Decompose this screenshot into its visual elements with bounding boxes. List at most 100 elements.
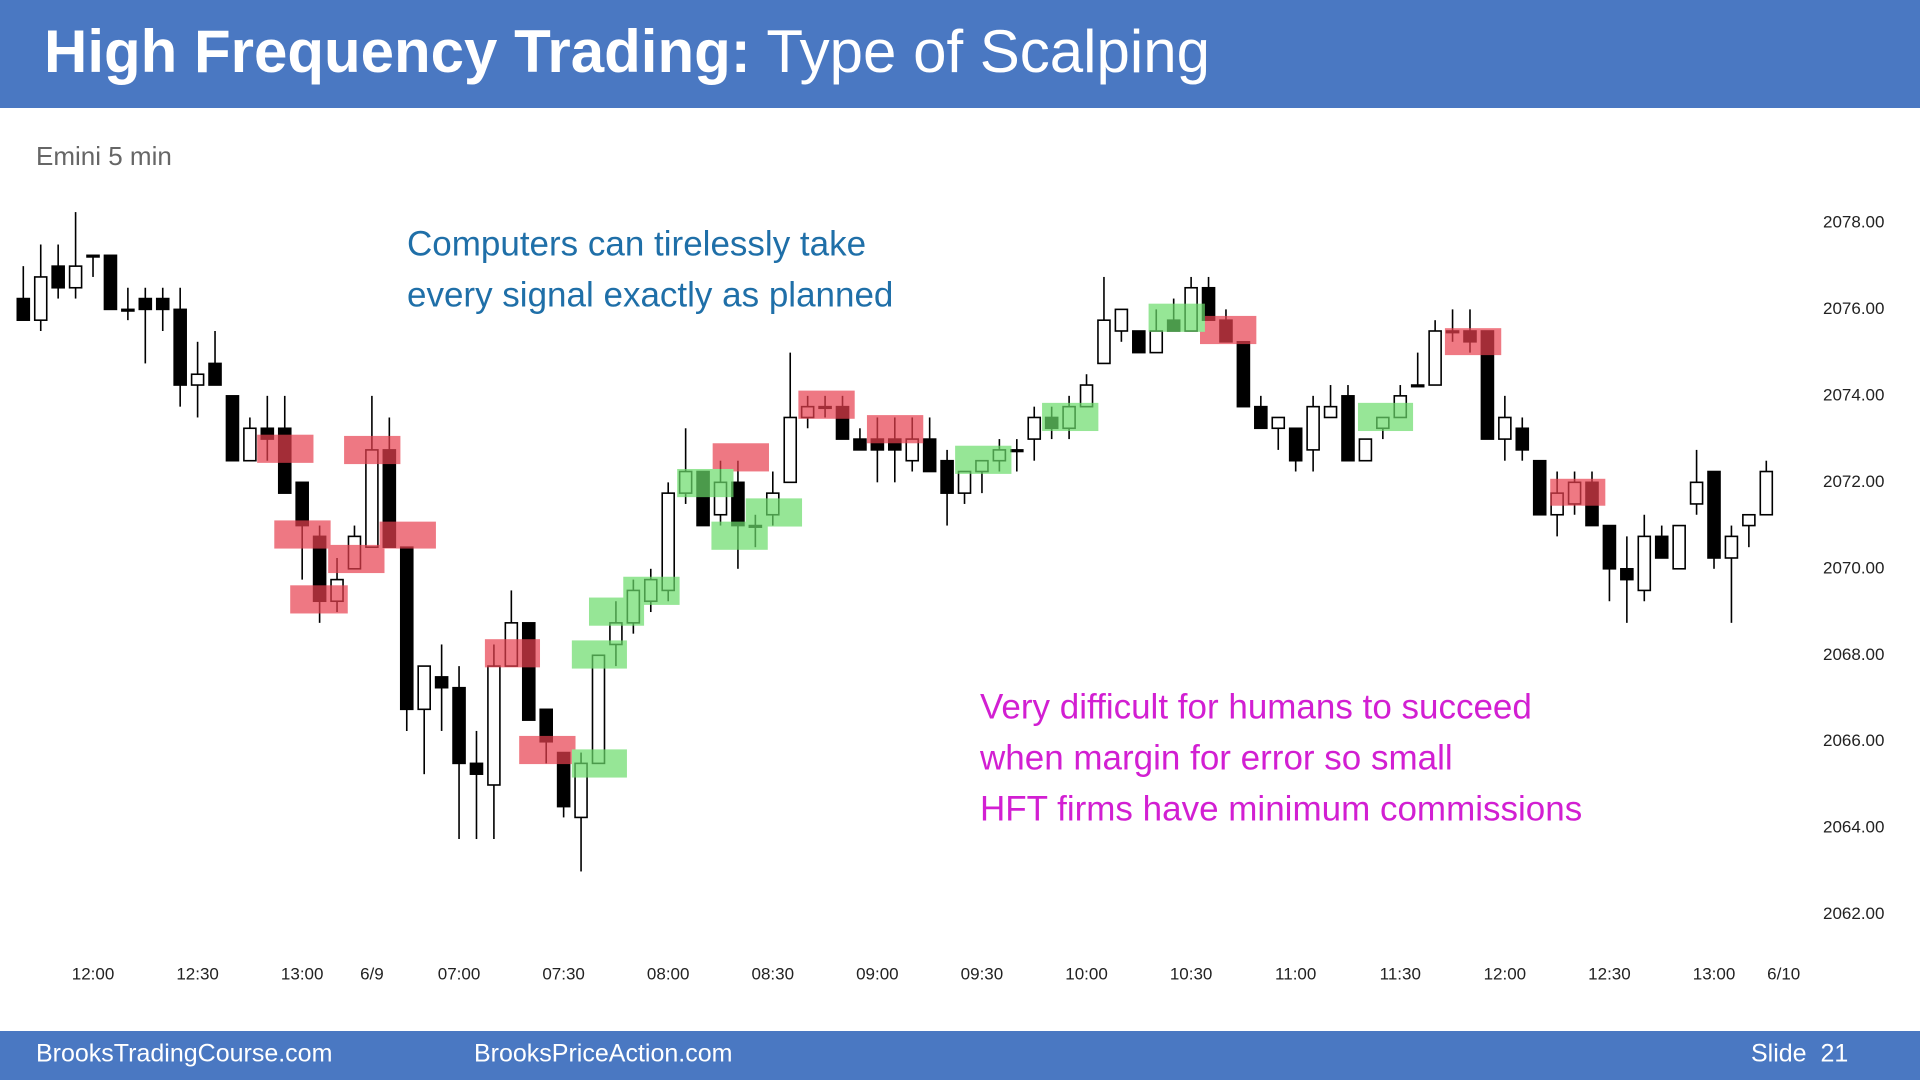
y-tick-label: 2072.00 [1823, 472, 1884, 491]
candle-body [121, 308, 135, 312]
title-bold: High Frequency Trading: [44, 18, 751, 85]
y-tick-label: 2066.00 [1823, 731, 1884, 750]
candle-body [138, 297, 153, 311]
highlight [1200, 315, 1257, 345]
candle-body [1306, 405, 1320, 451]
candle-body [86, 254, 100, 258]
candle-body [1742, 513, 1756, 527]
highlight [1550, 478, 1606, 506]
candle-body [1358, 438, 1373, 462]
highlight [866, 415, 924, 444]
candle-body [853, 438, 867, 451]
annotation-line: HFT firms have minimum commissions [980, 789, 1582, 828]
footer-band [0, 1031, 1920, 1080]
candle-body [1672, 524, 1686, 570]
candle-body [434, 676, 449, 689]
annotation-bottom: Very difficult for humans to succeed when… [979, 687, 1582, 828]
y-tick-label: 2070.00 [1823, 558, 1884, 577]
candle-body [469, 762, 484, 775]
candle-body [103, 254, 118, 311]
x-tick-label: 13:00 [1693, 964, 1736, 983]
candle-body [1759, 470, 1774, 516]
candle-body [1602, 524, 1617, 570]
candle-body [591, 654, 606, 765]
candle-body [1114, 308, 1129, 332]
candle-body [33, 276, 48, 321]
candle-body [1654, 535, 1669, 559]
highlight [1357, 402, 1414, 432]
candle-body [190, 373, 205, 386]
x-tick-label: 09:30 [961, 964, 1004, 983]
highlight [484, 639, 541, 668]
candle-body [783, 416, 798, 484]
candle-body [957, 470, 972, 494]
header-band [0, 0, 1920, 108]
highlight [1042, 402, 1099, 432]
candle-body [1689, 481, 1704, 505]
candle-body [51, 265, 65, 289]
x-tick-label: 07:00 [438, 964, 481, 983]
candle-body [1620, 567, 1634, 581]
annotation-line: Computers can tirelessly take [407, 224, 866, 263]
candle-body [1254, 405, 1268, 430]
candle-body [521, 622, 536, 721]
title-rest: Type of Scalping [766, 18, 1210, 85]
candle-body [1637, 535, 1652, 592]
highlight [712, 443, 769, 472]
candle-body [1498, 416, 1512, 440]
candle-body [1010, 449, 1024, 453]
candle-body [243, 427, 257, 462]
highlight [798, 390, 855, 419]
candle-body [1027, 416, 1042, 440]
highlight [955, 445, 1012, 474]
candle-body [173, 308, 187, 386]
y-tick-label: 2062.00 [1823, 904, 1884, 923]
footer-left: BrooksTradingCourse.com [36, 1040, 332, 1068]
x-tick-label: 12:00 [1484, 964, 1527, 983]
candle-body [940, 459, 954, 494]
candle-body [1428, 330, 1442, 386]
candle-body [16, 297, 31, 321]
y-tick-label: 2076.00 [1823, 299, 1884, 318]
candle-body [731, 481, 745, 527]
candle-body [452, 686, 466, 765]
chart-subtitle: Emini 5 min [36, 141, 172, 171]
candle-body [208, 362, 222, 386]
candle-body [1532, 459, 1547, 516]
candle-body [1271, 416, 1286, 430]
x-tick-label: 08:00 [647, 964, 690, 983]
sell-highlights [257, 315, 1606, 765]
annotation-line: every signal exactly as planned [407, 275, 893, 314]
candle-body [487, 665, 501, 786]
x-tick-label: 13:00 [281, 964, 324, 983]
buy-highlights [571, 303, 1414, 778]
candle-body [1132, 330, 1146, 354]
candle-body [1097, 319, 1111, 365]
candle-body [417, 665, 431, 711]
annotation-top: Computers can tirelessly take every signa… [407, 224, 893, 314]
candle-body [365, 449, 379, 548]
x-tick-label: 10:30 [1170, 964, 1213, 983]
candle-body [1515, 427, 1530, 451]
highlight [257, 434, 314, 463]
highlight [1444, 328, 1502, 356]
candle-body [1341, 395, 1355, 462]
highlight [623, 576, 680, 605]
x-tick-label: 6/9 [360, 964, 384, 983]
annotation-line: Very difficult for humans to succeed [980, 687, 1532, 726]
candle-body [399, 546, 414, 711]
x-tick-label: 12:30 [1588, 964, 1631, 983]
slide-title: High Frequency Trading: Type of Scalping [44, 18, 1210, 85]
annotation-line: when margin for error so small [979, 738, 1453, 777]
candle-body [661, 492, 676, 592]
y-tick-label: 2074.00 [1823, 385, 1884, 404]
highlight [571, 640, 627, 669]
y-tick-label: 2064.00 [1823, 818, 1884, 837]
highlight [519, 735, 576, 765]
highlight [328, 544, 385, 574]
candle-body [295, 481, 309, 527]
footer-center: BrooksPriceAction.com [474, 1040, 732, 1068]
candle-body [1288, 427, 1303, 462]
